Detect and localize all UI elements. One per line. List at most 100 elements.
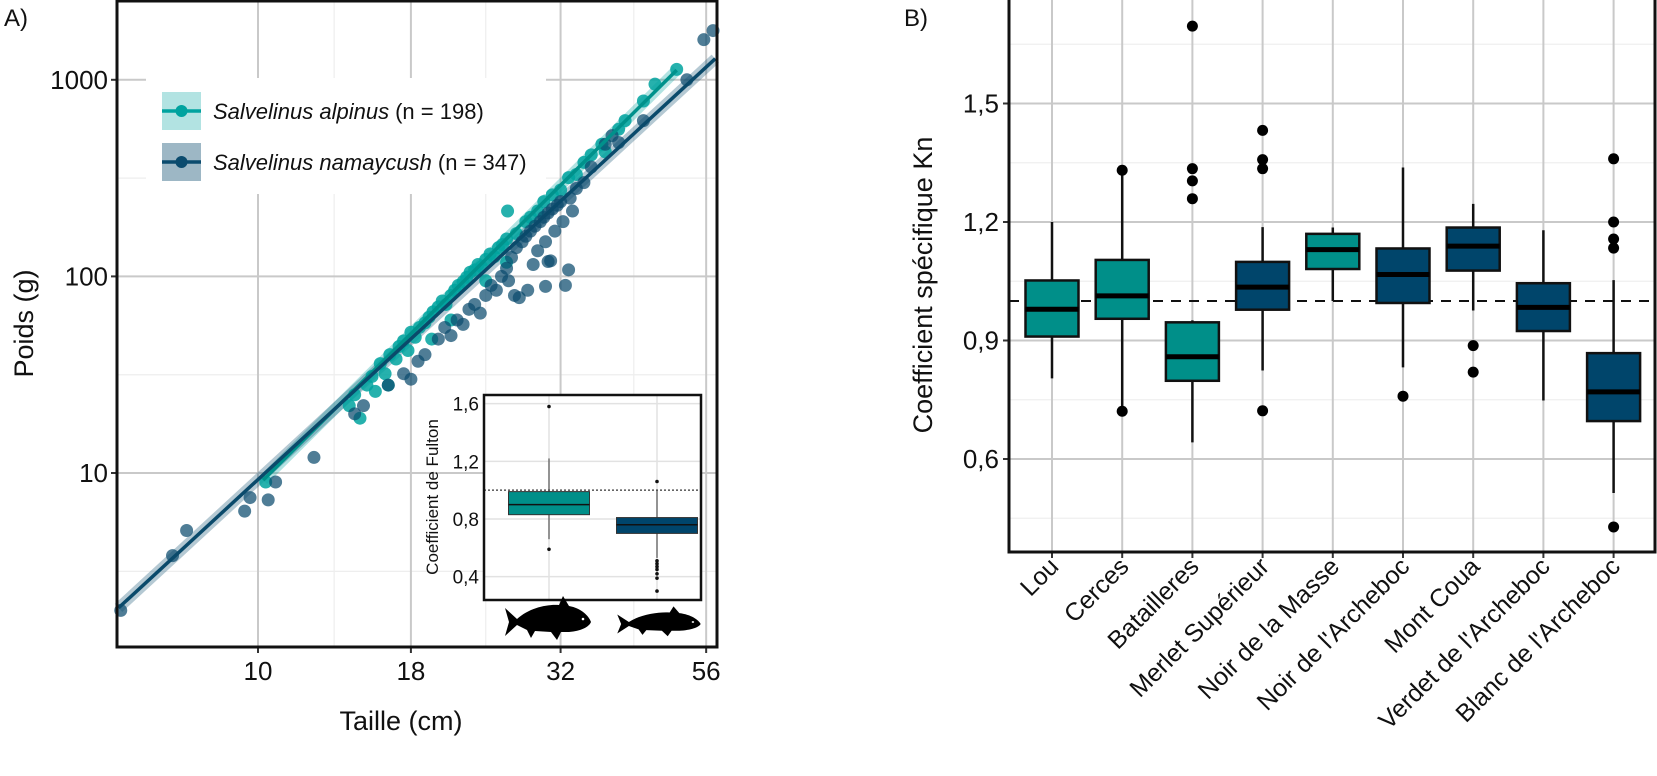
outlier-point — [1186, 163, 1198, 175]
data-point-namaycush — [521, 283, 535, 297]
legend-sample-size: (n = 347) — [438, 150, 527, 175]
fish-eye — [581, 617, 585, 621]
inset-outlier — [655, 576, 659, 580]
legend-key-point — [175, 105, 188, 117]
inset-frame — [482, 393, 703, 602]
data-point-namaycush — [577, 176, 591, 190]
inset-outlier — [655, 589, 659, 593]
inset-boxplot: 0,4 0,8 1,2 1,6 Coefficient de Fulton — [423, 393, 703, 602]
y-tick-label: 0,9 — [963, 326, 999, 356]
data-point-namaycush — [418, 348, 432, 362]
data-point-namaycush — [261, 493, 275, 507]
y-tick-label: 1,2 — [963, 207, 999, 237]
inset-box — [508, 491, 590, 516]
outlier-point — [1116, 405, 1128, 417]
data-point-namaycush — [404, 372, 418, 386]
fish-alpinus-icon — [505, 596, 591, 640]
box-cerces — [1094, 164, 1150, 417]
data-point-namaycush — [456, 317, 470, 331]
box-merlet-sup-rieur — [1234, 124, 1291, 417]
inset-y-axis-label: Coefficient de Fulton — [423, 419, 442, 575]
outlier-point — [1186, 193, 1198, 205]
data-point-namaycush — [238, 504, 252, 518]
legend-sample-size: (n = 198) — [395, 99, 484, 124]
panel-label-a: A) — [4, 5, 28, 32]
x-tick-label-category: Lou — [1015, 552, 1064, 601]
inset-outlier — [655, 567, 659, 572]
inset-outlier — [547, 547, 551, 552]
outlier-point — [1257, 124, 1269, 136]
box-lou — [1024, 222, 1080, 379]
legend-label-alpinus: Salvelinus alpinus (n = 198) — [213, 99, 484, 124]
data-point-namaycush — [539, 235, 553, 249]
outlier-point — [1608, 153, 1620, 165]
inset-outlier — [655, 571, 659, 576]
data-point-namaycush — [558, 278, 572, 292]
inset-y-tick-label: 0,4 — [453, 568, 480, 589]
box-blanc-de-l-archeboc — [1585, 153, 1642, 533]
inset-y-tick-label: 0,8 — [453, 510, 479, 531]
data-point-namaycush — [526, 257, 540, 271]
y-axis-label: Poids (g) — [9, 269, 39, 377]
data-point-namaycush — [431, 332, 445, 346]
y-tick-label: 100 — [65, 261, 108, 291]
data-point-alpinus — [378, 367, 392, 381]
data-point-namaycush — [356, 399, 370, 413]
legend-background — [146, 78, 546, 194]
legend-species-name: Salvelinus namaycush — [213, 150, 432, 175]
data-point-namaycush — [512, 291, 526, 305]
box — [1445, 226, 1501, 272]
panel-a-frame — [115, 0, 719, 649]
outlier-point — [1608, 216, 1620, 228]
fish-shape — [505, 596, 591, 640]
x-tick-label: 32 — [546, 656, 575, 686]
data-point-namaycush — [307, 450, 321, 464]
outlier-point — [1186, 20, 1198, 32]
inset-outlier — [655, 479, 659, 484]
y-tick-label: 1,5 — [963, 89, 999, 119]
data-point-namaycush — [444, 329, 458, 343]
fish-eye — [691, 621, 695, 623]
data-point-namaycush — [548, 224, 562, 238]
data-point-namaycush — [473, 306, 487, 320]
outlier-point — [1467, 340, 1479, 352]
data-point-namaycush — [502, 274, 516, 288]
data-point-namaycush — [539, 279, 553, 293]
inset-outlier — [655, 561, 659, 566]
box-noir-de-la-masse — [1305, 227, 1361, 301]
panel-b-boxplot: B)0,60,91,21,5LouCercesBatailleresMerlet… — [904, 0, 1657, 735]
outlier-point — [1257, 405, 1269, 417]
outlier-point — [1116, 164, 1128, 176]
fish-namaycush-icon — [617, 606, 701, 637]
y-tick-label: 10 — [79, 458, 108, 488]
x-tick-label: 56 — [692, 656, 721, 686]
regression-line-namaycush — [117, 57, 717, 610]
data-point-namaycush — [562, 263, 576, 277]
data-point-namaycush — [489, 283, 503, 297]
outlier-point — [1608, 233, 1620, 245]
box — [1585, 351, 1642, 423]
box-verdet-de-l-archeboc — [1515, 230, 1572, 401]
fish-shape — [617, 606, 701, 637]
data-point-namaycush — [556, 215, 570, 229]
box-batailleres — [1164, 20, 1221, 443]
outlier-point — [1467, 366, 1479, 378]
box-mont-coua — [1445, 203, 1501, 378]
data-point-namaycush — [531, 244, 545, 258]
inset-y-tick-label: 1,6 — [453, 395, 479, 416]
inset-outlier — [655, 564, 659, 569]
data-point-namaycush — [697, 33, 711, 47]
y-tick-label: 0,6 — [963, 444, 999, 474]
y-axis-label: Coefficient spécifique Kn — [908, 137, 938, 434]
outlier-point — [1608, 521, 1620, 533]
data-point-namaycush — [566, 204, 580, 218]
data-point-namaycush — [348, 407, 362, 421]
data-point-namaycush — [505, 250, 519, 264]
data-point-namaycush — [479, 288, 493, 302]
data-point-namaycush — [243, 491, 257, 505]
data-point-namaycush — [500, 261, 514, 275]
data-point-namaycush — [269, 475, 283, 489]
panel-a-scatter: A) 10 18 32 56 10 100 1000 Taille (cm) Poids (g) S… — [4, 0, 721, 736]
panel-label-b: B) — [904, 5, 928, 32]
